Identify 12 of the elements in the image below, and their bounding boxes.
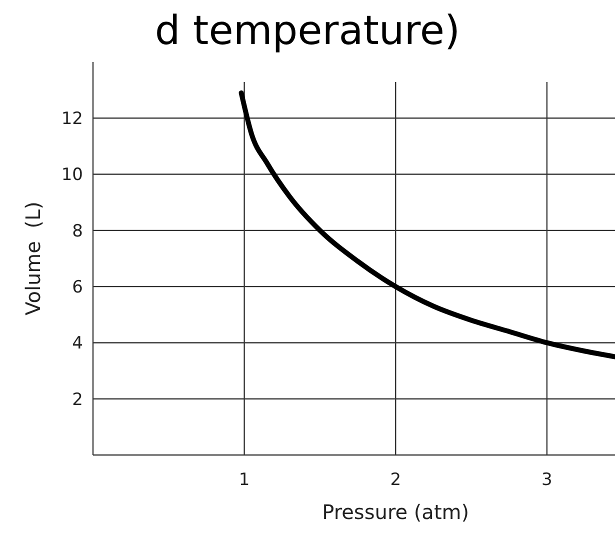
y-tick-label: 2 bbox=[72, 390, 83, 410]
y-tick-label: 8 bbox=[72, 221, 83, 242]
y-tick-label: 6 bbox=[72, 278, 83, 298]
y-tick-label: 10 bbox=[61, 165, 83, 186]
chart-title: d temperature) bbox=[154, 8, 460, 54]
x-tick-label: 2 bbox=[390, 470, 402, 490]
x-tick-label: 3 bbox=[542, 470, 552, 490]
y-tick-label: 4 bbox=[72, 334, 83, 354]
y-axis-title: Volume (L) bbox=[21, 202, 45, 316]
x-tick-label: 1 bbox=[238, 470, 250, 490]
x-axis-title: Pressure (atm) bbox=[322, 500, 470, 524]
y-tick-label: 12 bbox=[61, 109, 83, 130]
